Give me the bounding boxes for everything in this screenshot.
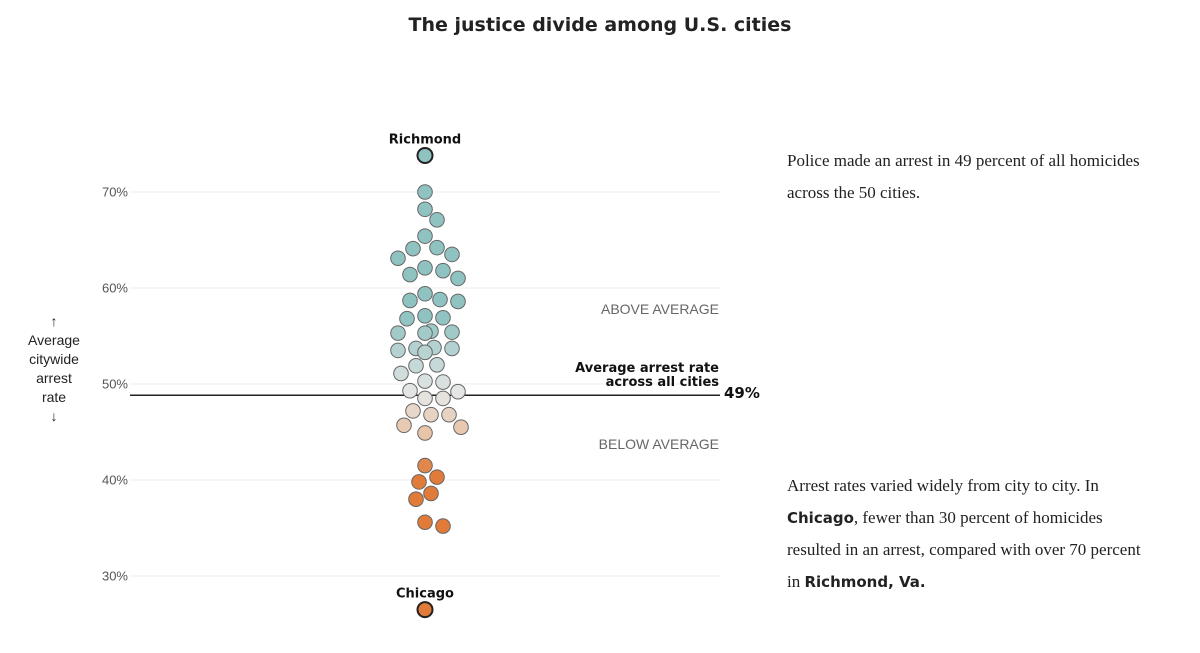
city-dot [411, 474, 427, 490]
city-dot [408, 357, 424, 374]
y-axis-label-line: citywide [29, 351, 79, 367]
highlighted-city-dot [416, 147, 434, 165]
annotation-layer: 30% 40% 50% 60% 70% ABOVE AVERAGE BELOW AVERAG… [102, 133, 760, 602]
city-dot [435, 390, 451, 407]
city-dot [435, 262, 451, 279]
city-dot [444, 246, 460, 263]
city-dot [435, 309, 451, 326]
highlighted-city-label: Richmond [389, 133, 461, 148]
city-dot [429, 357, 445, 373]
y-tick-label: 40% [102, 473, 128, 488]
city-dot [417, 514, 433, 531]
dot-layer [390, 147, 469, 619]
y-tick-label: 70% [102, 185, 128, 200]
average-line-label: Average arrest rate [575, 361, 719, 376]
note-average: Police made an arrest in 49 percent of a… [787, 151, 1140, 202]
city-dot [417, 325, 433, 341]
city-dot [417, 344, 433, 361]
city-dot [405, 403, 421, 419]
city-dot [444, 324, 460, 340]
city-dot [429, 239, 445, 256]
city-name-bold: Richmond, Va. [804, 573, 926, 591]
city-dot [417, 373, 433, 389]
city-dot [429, 212, 445, 228]
y-tick-label: 30% [102, 569, 128, 584]
note-text: , fewer than 30 percent of homicides res… [787, 508, 1141, 591]
city-dot [417, 260, 433, 276]
city-dot [390, 325, 406, 341]
city-dot [435, 518, 451, 534]
city-dot [423, 406, 439, 423]
city-dot [453, 419, 469, 436]
city-dot [444, 340, 460, 357]
city-dot [417, 308, 433, 324]
city-dot [402, 266, 418, 283]
city-dot [417, 425, 433, 441]
note-text: Arrest rates varied widely from city to … [787, 476, 1099, 495]
city-dot [441, 406, 457, 423]
city-name-bold: Chicago [787, 509, 854, 527]
city-dot [417, 457, 433, 474]
city-dot [450, 270, 466, 287]
city-dot [405, 240, 421, 257]
city-dot [408, 491, 424, 508]
city-dot [450, 293, 466, 310]
city-dot [396, 417, 412, 434]
city-dot [417, 184, 433, 200]
y-tick-label: 60% [102, 281, 128, 296]
city-dot [390, 250, 406, 267]
down-arrow-icon: ↓ [50, 408, 58, 424]
city-dot [417, 201, 433, 218]
below-average-label: BELOW AVERAGE [599, 436, 719, 452]
y-axis-label-line: rate [41, 389, 67, 405]
city-dot [435, 374, 451, 390]
y-tick-label: 50% [102, 377, 128, 392]
y-axis-label-line: Average [28, 332, 80, 348]
city-dot [390, 342, 406, 359]
average-line-label: across all cities [606, 375, 720, 390]
chart-title: The justice divide among U.S. cities [408, 14, 792, 36]
city-dot [423, 485, 439, 502]
city-dot [417, 390, 433, 407]
city-dot [402, 292, 418, 309]
city-dot [393, 365, 409, 382]
city-dot [417, 228, 433, 244]
city-dot [429, 469, 445, 485]
average-value-label: 49% [724, 384, 760, 402]
city-dot [432, 291, 448, 308]
city-dot [399, 310, 415, 327]
above-average-label: ABOVE AVERAGE [601, 301, 719, 317]
up-arrow-icon: ↑ [50, 313, 58, 329]
y-axis-label: ↑ Average citywide arrest rate ↓ [14, 312, 94, 426]
city-dot [450, 383, 466, 400]
highlighted-city-label: Chicago [396, 587, 454, 602]
note-variation: Arrest rates varied widely from city to … [787, 470, 1147, 598]
city-dot [402, 382, 418, 399]
highlighted-city-dot [416, 601, 434, 619]
y-axis-label-line: arrest [36, 370, 72, 386]
city-dot [417, 285, 433, 302]
